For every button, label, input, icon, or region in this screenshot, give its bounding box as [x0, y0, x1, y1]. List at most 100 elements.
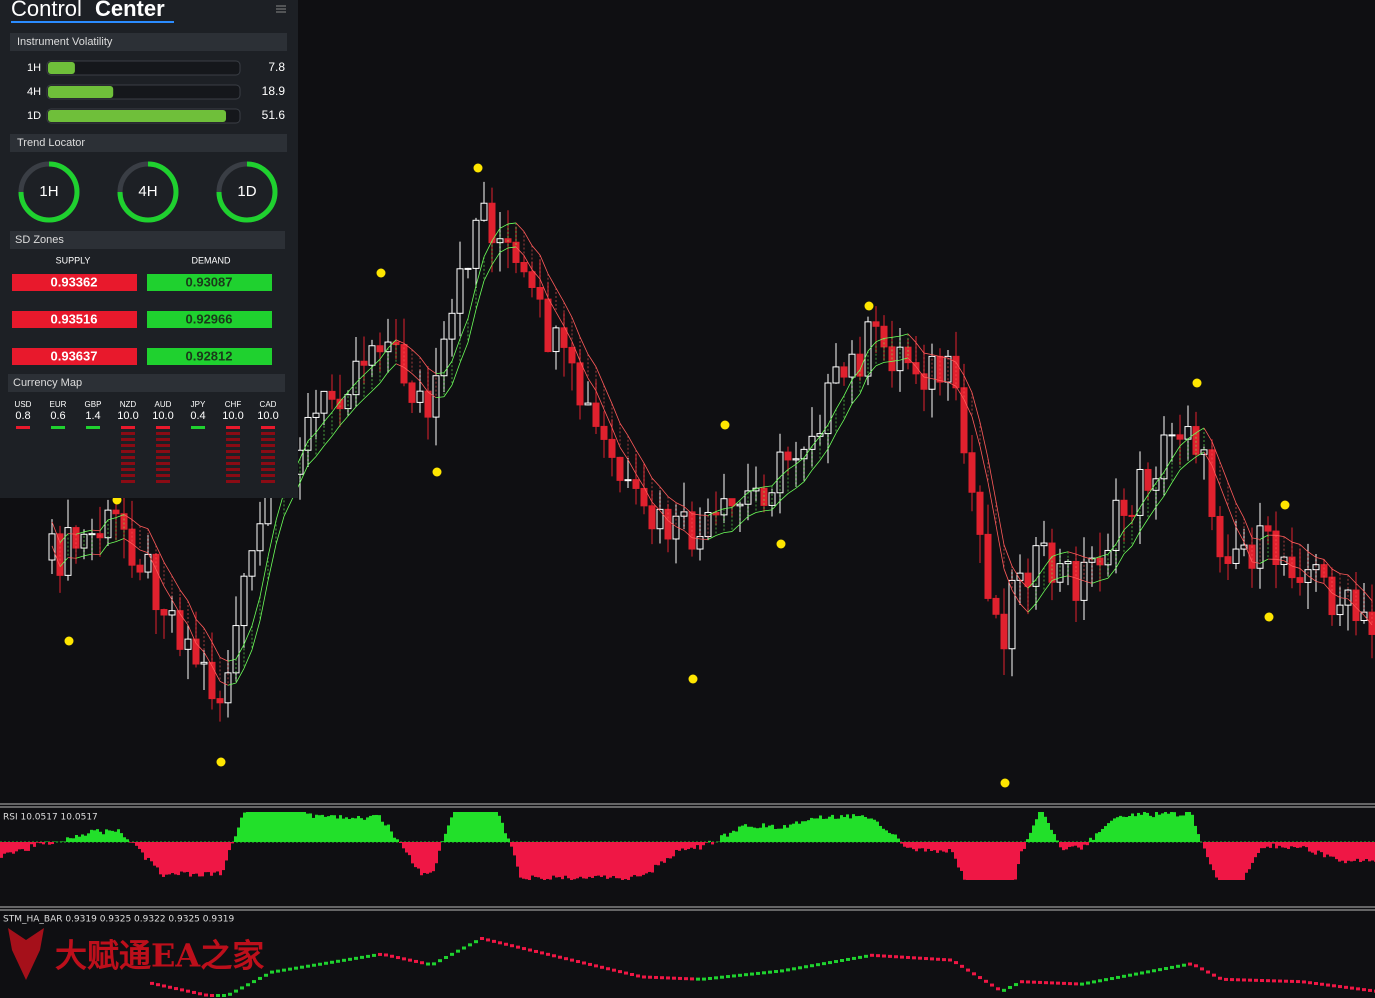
currency-bar — [261, 438, 275, 441]
ha-dash — [1044, 981, 1048, 985]
ha-dash — [258, 976, 262, 980]
rsi-column — [357, 816, 360, 842]
ribbon-line — [395, 339, 405, 344]
ribbon-line — [955, 362, 965, 376]
rsi-column — [0, 842, 3, 858]
ribbon-line — [1299, 544, 1309, 553]
rsi-column — [942, 842, 945, 852]
candle-body — [248, 550, 256, 577]
rsi-column — [654, 842, 657, 865]
candle-body — [1168, 434, 1176, 437]
ha-dash — [822, 962, 826, 966]
rsi-column — [1188, 812, 1191, 842]
rsi-column — [552, 842, 555, 876]
ha-dash — [990, 983, 994, 987]
ribbon-line — [1075, 553, 1085, 558]
volatility-label: 1D — [27, 110, 41, 122]
rsi-column — [474, 812, 477, 842]
candle-body — [1064, 560, 1072, 565]
rsi-column — [903, 842, 906, 847]
ha-dash — [792, 967, 796, 971]
ribbon-line — [739, 492, 749, 501]
menu-icon[interactable] — [276, 5, 286, 13]
rsi-column — [204, 842, 207, 873]
ha-dash — [294, 966, 298, 970]
ribbon-line — [707, 511, 717, 516]
rsi-column — [1233, 842, 1236, 880]
candle-body — [368, 345, 376, 366]
ha-dash — [1308, 981, 1312, 985]
fractal-dot — [776, 539, 786, 549]
ha-dash — [1272, 979, 1276, 983]
ribbon-line — [211, 641, 221, 658]
rsi-column — [732, 830, 735, 842]
ribbon-line — [67, 557, 77, 559]
rsi-column — [165, 842, 168, 875]
rsi-column — [1263, 842, 1266, 849]
currency-bar — [226, 450, 240, 453]
ribbon-line — [867, 365, 877, 376]
ribbon-line — [851, 369, 861, 381]
ribbon-line — [811, 436, 821, 447]
ribbon-line — [747, 512, 757, 517]
rsi-column — [114, 831, 117, 842]
rsi-column — [1071, 842, 1074, 847]
candle-body — [1176, 434, 1184, 440]
candle-body — [168, 610, 176, 616]
rsi-column — [603, 842, 606, 876]
ribbon-line — [1115, 553, 1125, 569]
candle-body — [472, 219, 480, 269]
rsi-column — [777, 828, 780, 842]
rsi-column — [1005, 842, 1008, 880]
rsi-column — [873, 819, 876, 842]
rsi-column — [948, 842, 951, 850]
rsi-column — [771, 824, 774, 842]
ribbon-line — [179, 589, 189, 602]
ribbon-line — [107, 517, 117, 521]
rsi-column — [870, 818, 873, 842]
currency-bar — [16, 426, 30, 429]
rsi-column — [804, 821, 807, 842]
rsi-column — [3, 842, 6, 854]
ribbon-line — [571, 341, 581, 362]
currency-value: 10.0 — [257, 410, 278, 422]
rsi-column — [1101, 828, 1104, 842]
rsi-column — [1338, 842, 1341, 862]
rsi-column — [915, 842, 918, 852]
ribbon-line — [227, 658, 237, 662]
rsi-column — [309, 813, 312, 842]
rsi-column — [213, 842, 216, 873]
ribbon-line — [1195, 427, 1205, 434]
ribbon-line — [971, 416, 981, 447]
ha-dash — [1344, 985, 1348, 989]
ribbon-line — [883, 336, 893, 339]
ribbon-line — [243, 649, 253, 669]
ha-dash — [1104, 978, 1108, 982]
ribbon-line — [523, 231, 533, 246]
ribbon-line — [595, 390, 605, 410]
ribbon-line — [971, 392, 981, 423]
ha-dash — [804, 965, 808, 969]
ribbon-line — [315, 421, 325, 433]
rsi-column — [306, 813, 309, 842]
ribbon-line — [139, 549, 149, 554]
candle-body — [656, 508, 664, 530]
candle-body — [136, 564, 144, 573]
currency-bar — [156, 456, 170, 459]
rsi-column — [759, 827, 762, 842]
ribbon-line — [827, 409, 837, 426]
ha-dash — [1122, 974, 1126, 978]
watermark-logo — [8, 928, 44, 980]
demand-box — [147, 311, 272, 328]
currency-bar — [226, 462, 240, 465]
currency-code: USD — [15, 400, 32, 409]
ribbon-line — [1051, 553, 1061, 557]
ha-dash — [210, 994, 214, 997]
ha-dash — [1302, 980, 1306, 984]
ribbon-line — [123, 514, 133, 520]
rsi-column — [852, 814, 855, 842]
rsi-column — [1287, 842, 1290, 849]
rsi-column — [183, 842, 186, 873]
ribbon-line — [827, 433, 837, 450]
